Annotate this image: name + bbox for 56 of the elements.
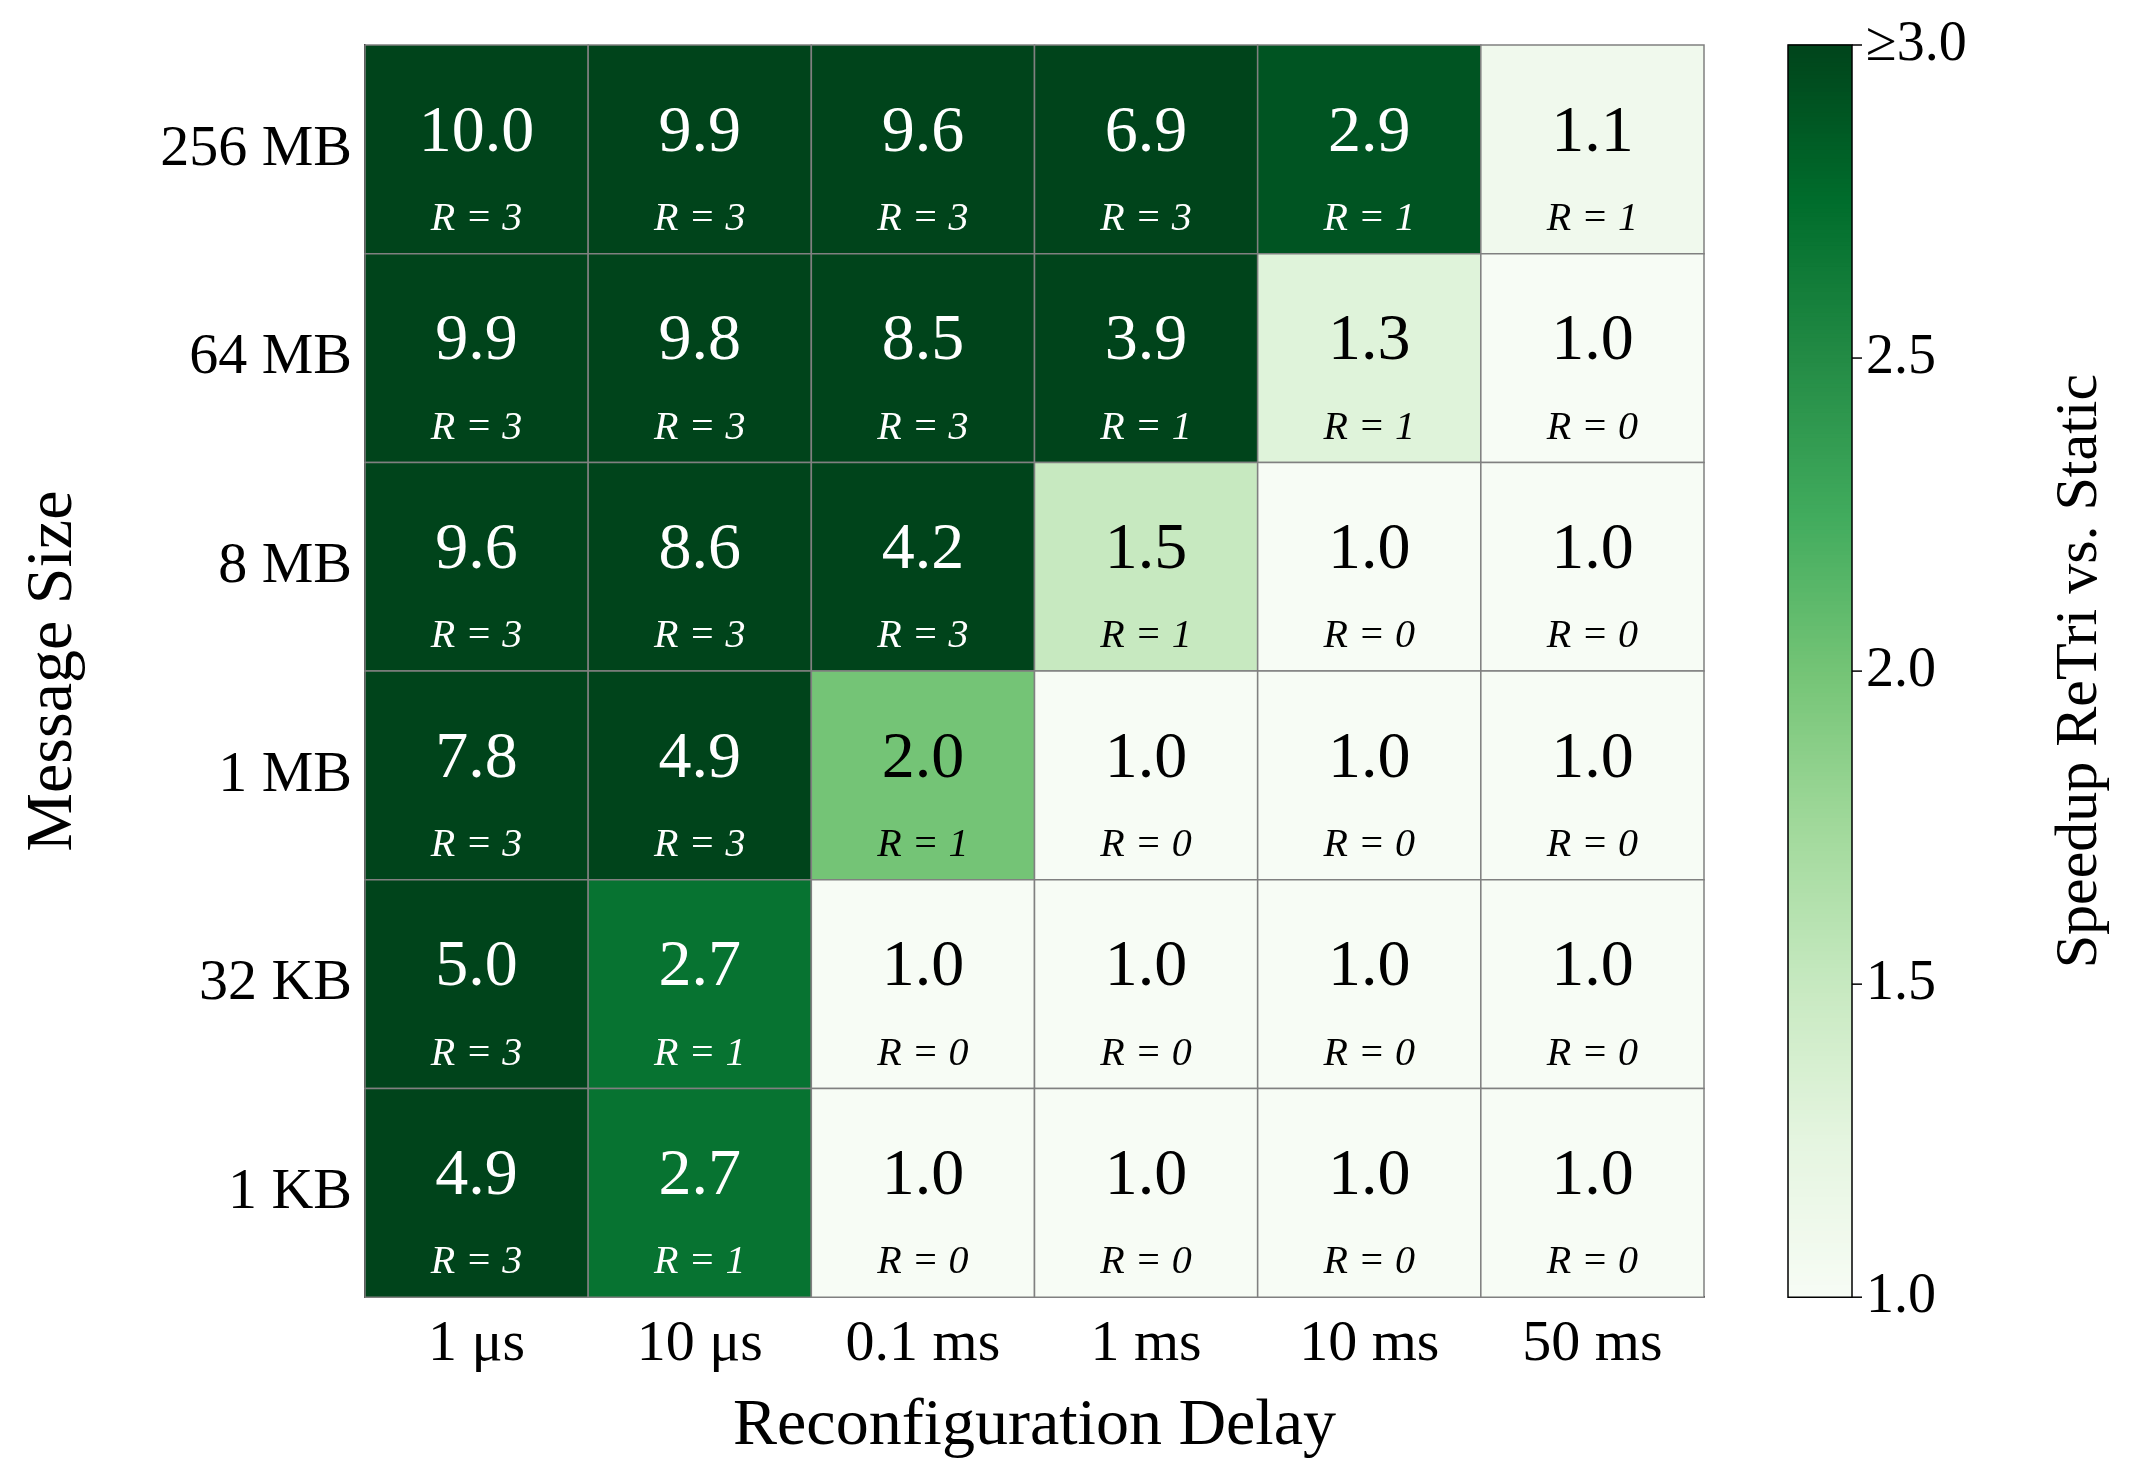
y-tick-label: 32 KB bbox=[198, 947, 352, 1013]
data-label: 1.0 R = 0 bbox=[876, 926, 969, 1074]
data-label: 5.0 R = 3 bbox=[429, 926, 523, 1074]
data-label: 4.9 R = 3 bbox=[653, 717, 746, 865]
data-label: 2.0 R = 1 bbox=[876, 717, 969, 865]
y-axis-title: Message Size bbox=[11, 490, 85, 852]
y-tick-label: 8 MB bbox=[218, 529, 352, 595]
data-label: 1.0 R = 0 bbox=[1099, 926, 1192, 1074]
data-label: 4.2 R = 3 bbox=[876, 509, 969, 657]
color-bar-label: 2.5 bbox=[1866, 322, 1936, 385]
y-tick-label: 1 KB bbox=[227, 1156, 352, 1222]
color-bar-label: 1.5 bbox=[1866, 948, 1936, 1011]
data-label: 1.0 R = 0 bbox=[1545, 300, 1639, 448]
x-tick-label: 1 ms bbox=[1090, 1308, 1202, 1374]
color-bar-label: ≥3.0 bbox=[1866, 9, 1967, 72]
y-tick-label: 1 MB bbox=[218, 738, 352, 804]
data-label: 1.0 R = 0 bbox=[1545, 509, 1639, 657]
data-label: 1.0 R = 0 bbox=[1545, 717, 1639, 865]
data-label: 7.8 R = 3 bbox=[429, 717, 523, 865]
data-label: 4.9 R = 3 bbox=[429, 1135, 523, 1283]
x-tick-label: 1 μs bbox=[428, 1308, 526, 1374]
data-label: 1.3 R = 1 bbox=[1322, 300, 1415, 448]
data-label: 1.0 R = 0 bbox=[1099, 1135, 1192, 1283]
data-label: 10.0 R = 3 bbox=[418, 91, 535, 239]
data-label: 9.9 R = 3 bbox=[653, 91, 746, 239]
x-axis-title: Reconfiguration Delay bbox=[733, 1384, 1336, 1458]
data-label: 1.0 R = 0 bbox=[1322, 509, 1415, 657]
data-label: 2.7 R = 1 bbox=[653, 926, 746, 1074]
data-label: 2.7 R = 1 bbox=[653, 1135, 746, 1283]
data-label: 9.6 R = 3 bbox=[429, 509, 523, 657]
x-tick-label: 0.1 ms bbox=[845, 1308, 1001, 1374]
y-tick-label: 256 MB bbox=[160, 112, 352, 178]
y-tick-label: 64 MB bbox=[189, 321, 352, 387]
data-label: 1.0 R = 0 bbox=[876, 1135, 969, 1283]
data-label: 6.9 R = 3 bbox=[1099, 91, 1192, 239]
x-tick-label: 50 ms bbox=[1522, 1308, 1663, 1374]
data-label: 1.0 R = 0 bbox=[1099, 717, 1192, 865]
data-label: 9.9 R = 3 bbox=[429, 300, 523, 448]
data-label: 9.6 R = 3 bbox=[876, 91, 969, 239]
data-label: 1.0 R = 0 bbox=[1322, 1135, 1415, 1283]
color-bar-title: Speedup ReTri vs. Static bbox=[2042, 373, 2109, 969]
data-label: 8.6 R = 3 bbox=[653, 509, 746, 657]
data-label: 9.8 R = 3 bbox=[653, 300, 746, 448]
data-label: 1.1 R = 1 bbox=[1545, 91, 1639, 239]
data-label: 2.9 R = 1 bbox=[1322, 91, 1415, 239]
data-label: 1.0 R = 0 bbox=[1545, 926, 1639, 1074]
data-label: 1.0 R = 0 bbox=[1322, 926, 1415, 1074]
data-label: 1.5 R = 1 bbox=[1099, 509, 1192, 657]
x-tick-label: 10 ms bbox=[1299, 1308, 1440, 1374]
data-label: 3.9 R = 1 bbox=[1099, 300, 1192, 448]
color-bar-label: 2.0 bbox=[1866, 635, 1936, 698]
color-bar-label: 1.0 bbox=[1866, 1261, 1936, 1324]
data-label: 1.0 R = 0 bbox=[1322, 717, 1415, 865]
data-label: 1.0 R = 0 bbox=[1545, 1135, 1639, 1283]
data-label: 8.5 R = 3 bbox=[876, 300, 969, 448]
x-tick-label: 10 μs bbox=[636, 1308, 763, 1374]
